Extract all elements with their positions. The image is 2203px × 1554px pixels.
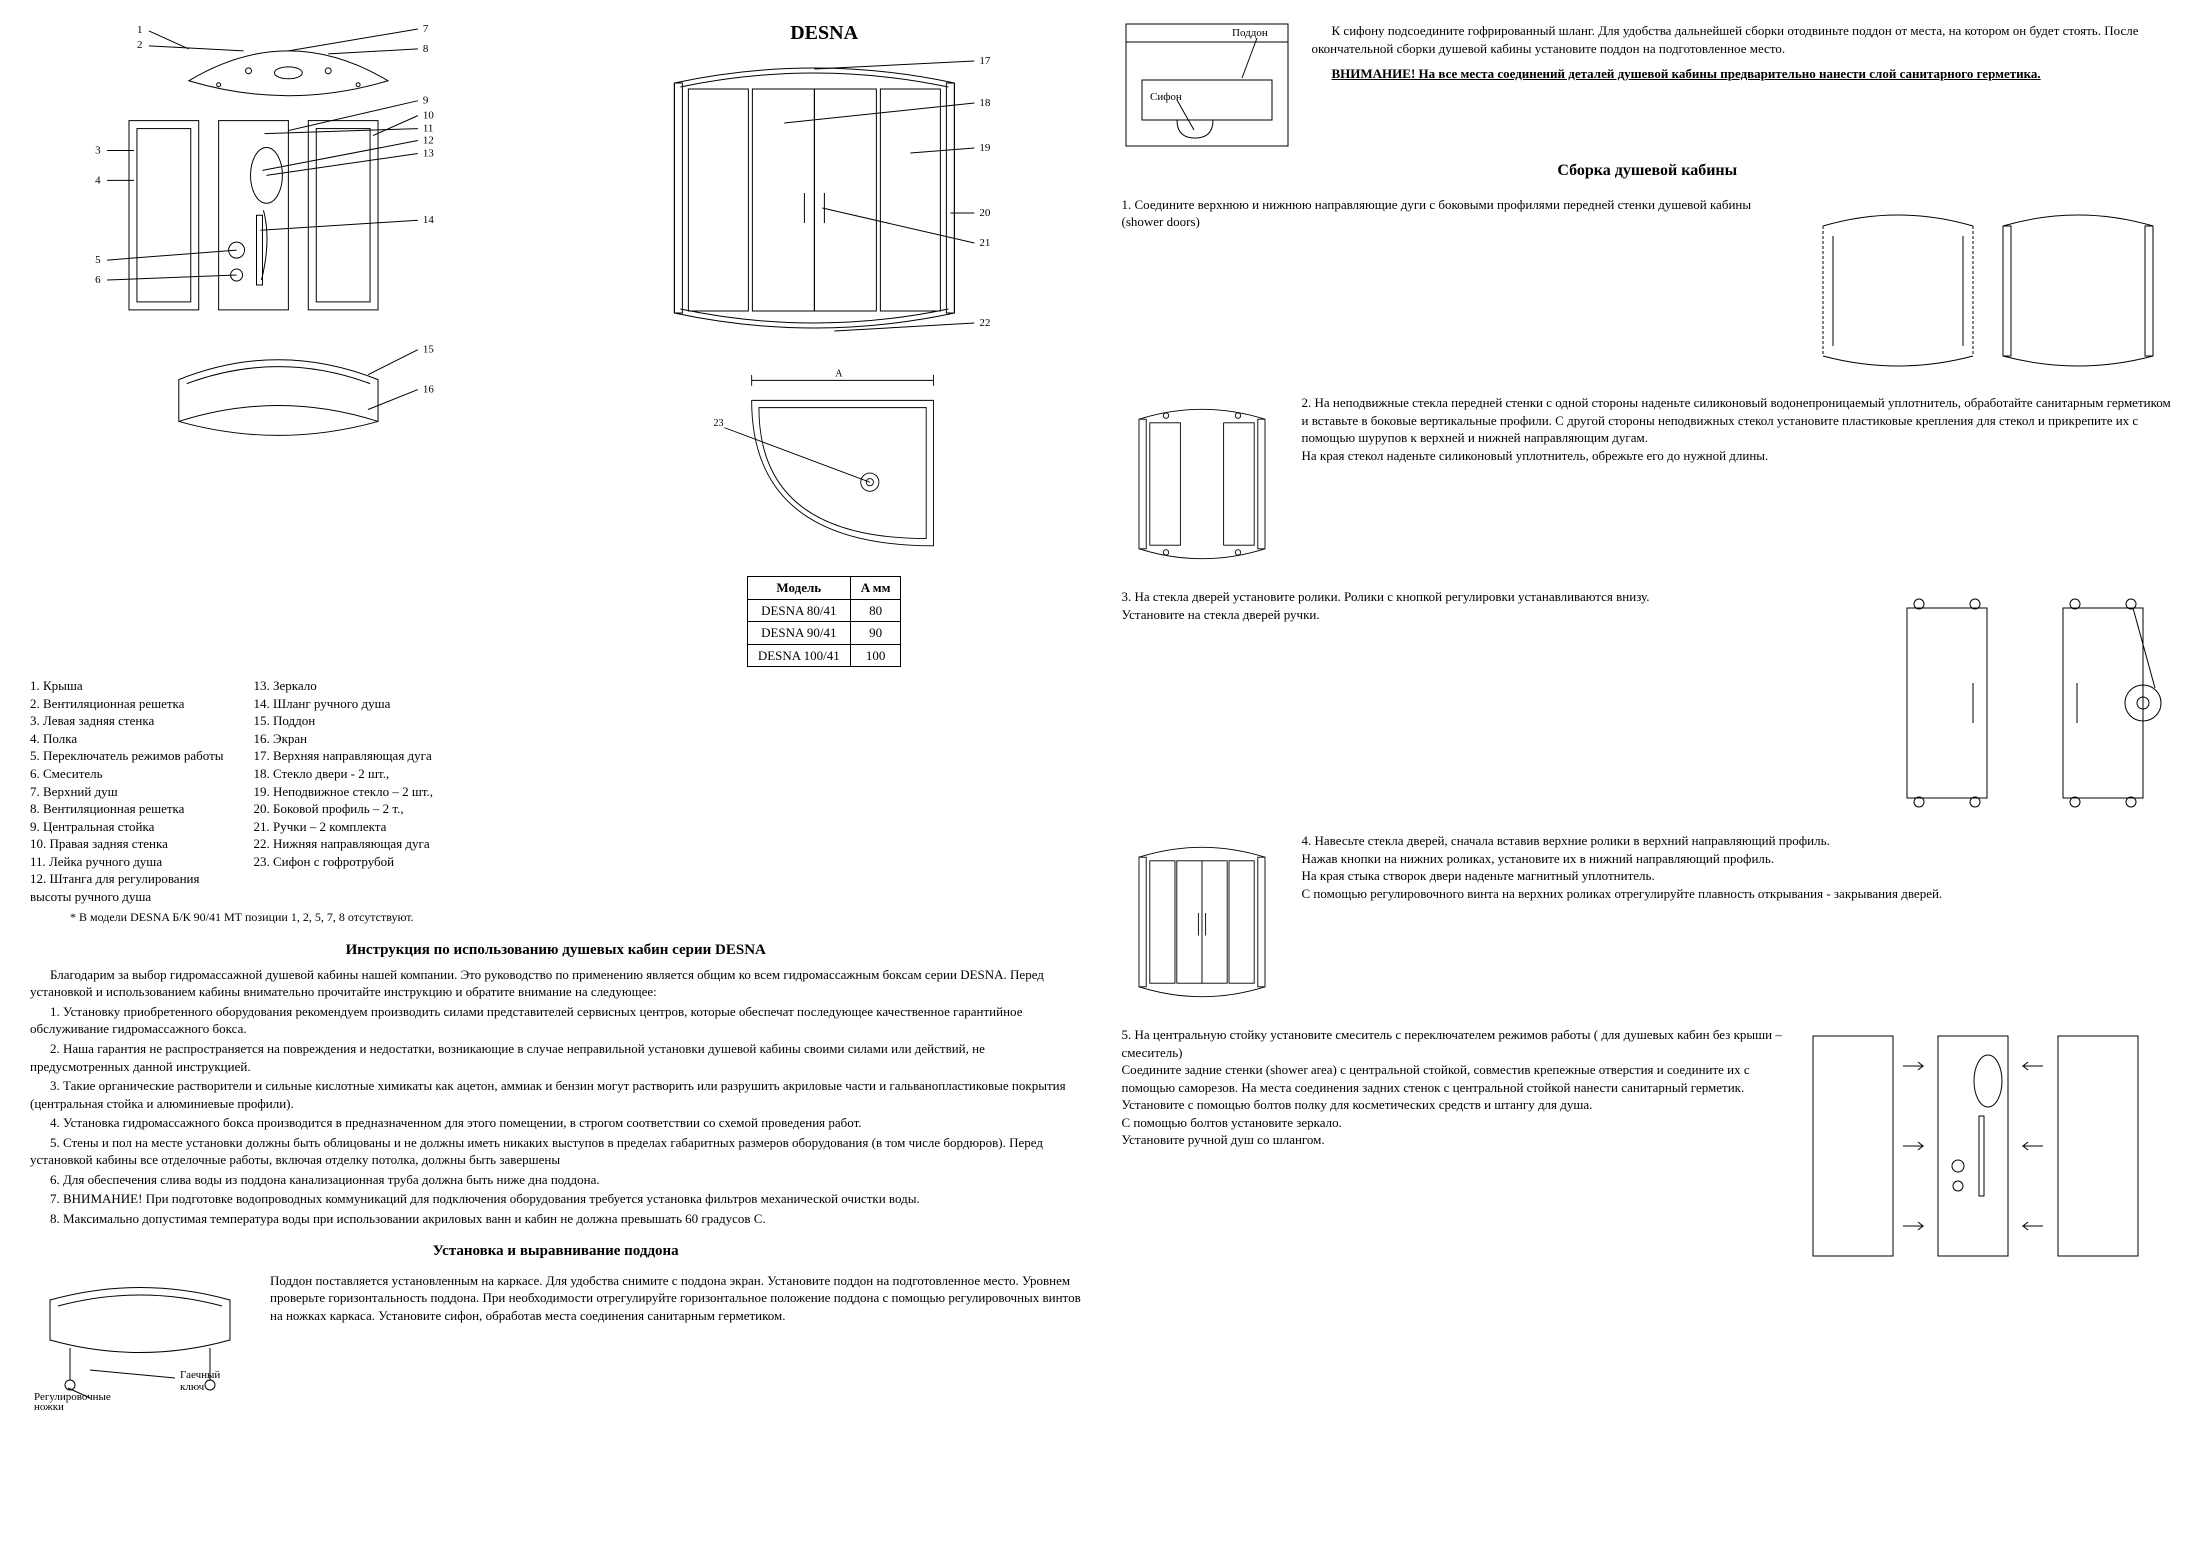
svg-text:4: 4 bbox=[95, 174, 101, 186]
right-column: Поддон Сифон К сифону подсоедините гофри… bbox=[1122, 20, 2174, 1410]
brand-name: DESNA bbox=[567, 20, 1082, 47]
parts-col-1: 1. Крыша 2. Вентиляционная решетка 3. Ле… bbox=[30, 677, 224, 905]
svg-text:7: 7 bbox=[423, 23, 429, 35]
svg-text:21: 21 bbox=[979, 237, 990, 249]
parts-col-2: 13. Зеркало 14. Шланг ручного душа 15. П… bbox=[254, 677, 434, 905]
svg-text:16: 16 bbox=[423, 384, 434, 396]
svg-text:23: 23 bbox=[713, 417, 723, 428]
step2-diagram bbox=[1122, 394, 1282, 574]
svg-text:Гаечный: Гаечный bbox=[180, 1369, 220, 1381]
parts-list: 1. Крыша 2. Вентиляционная решетка 3. Ле… bbox=[30, 677, 1082, 905]
svg-text:A: A bbox=[835, 368, 843, 379]
step1-text: 1. Соедините верхнюю и нижнюю направляющ… bbox=[1122, 196, 1784, 231]
svg-text:12: 12 bbox=[423, 135, 434, 147]
exploded-view-diagram: 1 2 3 4 5 6 7 8 9 10 11 12 13 14 15 16 bbox=[30, 20, 547, 540]
tray-title: Установка и выравнивание поддона bbox=[30, 1241, 1082, 1261]
tray-diagram: Гаечный ключ Регулировочные ножки bbox=[30, 1270, 250, 1410]
step4-diagram bbox=[1122, 832, 1282, 1012]
svg-text:Поддон: Поддон bbox=[1232, 27, 1268, 39]
step2-text: 2. На неподвижные стекла передней стенки… bbox=[1302, 394, 2174, 464]
siphon-diagram: Поддон Сифон bbox=[1122, 20, 1292, 150]
svg-text:ключ: ключ bbox=[180, 1381, 205, 1393]
assembled-view-block: DESNA bbox=[567, 20, 1082, 667]
svg-text:6: 6 bbox=[95, 274, 101, 286]
svg-text:5: 5 bbox=[95, 254, 101, 266]
left-column: 1 2 3 4 5 6 7 8 9 10 11 12 13 14 15 16 bbox=[30, 20, 1082, 1410]
siphon-text: К сифону подсоедините гофрированный шлан… bbox=[1312, 22, 2174, 57]
svg-text:17: 17 bbox=[979, 55, 991, 67]
svg-text:1: 1 bbox=[137, 24, 142, 36]
svg-text:11: 11 bbox=[423, 123, 434, 135]
svg-text:15: 15 bbox=[423, 344, 434, 356]
step1-diagram bbox=[1803, 196, 2173, 381]
svg-text:20: 20 bbox=[979, 207, 991, 219]
th-dim: A мм bbox=[850, 577, 901, 600]
tray-text: Поддон поставляется установленным на кар… bbox=[270, 1272, 1082, 1325]
svg-text:10: 10 bbox=[423, 110, 434, 122]
svg-text:3: 3 bbox=[95, 144, 101, 156]
step4-text: 4. Навесьте стекла дверей, сначала встав… bbox=[1302, 832, 2174, 902]
step3-text: 3. На стекла дверей установите ролики. Р… bbox=[1122, 588, 1858, 623]
step5-text: 5. На центральную стойку установите смес… bbox=[1122, 1026, 1784, 1149]
svg-text:9: 9 bbox=[423, 95, 429, 107]
svg-text:8: 8 bbox=[423, 43, 429, 55]
model-size-table: Модель A мм DESNA 80/4180 DESNA 90/4190 … bbox=[747, 576, 902, 667]
svg-text:ножки: ножки bbox=[34, 1401, 64, 1410]
svg-text:22: 22 bbox=[979, 317, 990, 329]
step5-diagram bbox=[1803, 1026, 2173, 1271]
svg-text:13: 13 bbox=[423, 147, 434, 159]
step3-diagram bbox=[1877, 588, 2173, 818]
svg-text:14: 14 bbox=[423, 214, 434, 226]
svg-text:2: 2 bbox=[137, 39, 142, 51]
svg-text:19: 19 bbox=[979, 142, 991, 154]
assembly-title: Сборка душевой кабины bbox=[1122, 160, 2174, 182]
model-note: * В модели DESNA Б/К 90/41 МТ позиции 1,… bbox=[70, 909, 1082, 925]
th-model: Модель bbox=[747, 577, 850, 600]
siphon-warning: ВНИМАНИЕ! На все места соединений детале… bbox=[1312, 65, 2174, 83]
instructions-title: Инструкция по использованию душевых каби… bbox=[30, 940, 1082, 960]
svg-text:Сифон: Сифон bbox=[1150, 91, 1182, 103]
svg-text:18: 18 bbox=[979, 97, 991, 109]
